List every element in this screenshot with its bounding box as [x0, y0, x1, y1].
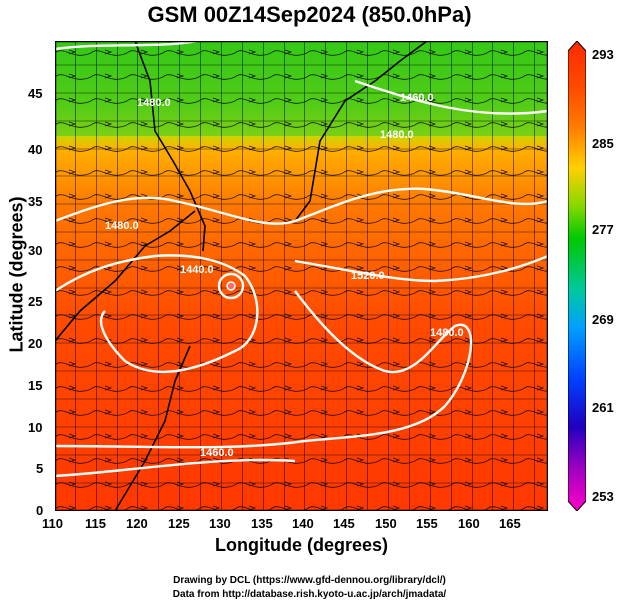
x-tick: 135 [251, 516, 273, 531]
colorbar-tick: 277 [592, 222, 614, 237]
x-tick: 115 [85, 516, 106, 531]
x-tick: 130 [209, 516, 231, 531]
y-tick: 10 [28, 420, 43, 435]
x-tick: 150 [375, 516, 397, 531]
y-tick: 15 [28, 378, 43, 393]
y-tick: 20 [28, 336, 43, 351]
colorbar [568, 41, 586, 511]
y-tick: 5 [36, 461, 44, 476]
map-title: GSM 00Z14Sep2024 (850.0hPa) [147, 2, 472, 27]
contour-label: 1480.0 [105, 220, 139, 232]
weather-map: 1440.0 1460.0 1480.0 1520.0 1480.0 1460.… [55, 41, 548, 511]
credit-line-2: Data from http://database.rish.kyoto-u.a… [172, 589, 447, 600]
x-tick: 145 [333, 516, 355, 531]
contour-label: 1440.0 [180, 264, 214, 276]
contour-label: 1480.0 [137, 97, 171, 109]
y-tick: 35 [28, 194, 43, 209]
colorbar-tick: 269 [592, 312, 614, 327]
x-tick: 120 [126, 516, 148, 531]
contour-label: 1460.0 [200, 447, 234, 459]
contour-label: 1460.0 [400, 92, 434, 104]
streamline-field [55, 41, 548, 511]
y-axis-label: Latitude (degrees) [6, 196, 27, 353]
x-tick: 165 [499, 516, 521, 531]
contour-label: 1480.0 [380, 129, 414, 141]
x-tick: 125 [168, 516, 190, 531]
x-tick: 160 [458, 516, 480, 531]
x-axis-label: Longitude (degrees) [214, 535, 388, 555]
y-tick: 25 [28, 294, 43, 309]
height-contours [55, 41, 548, 478]
x-tick: 110 [42, 516, 63, 531]
x-tick: 140 [292, 516, 314, 531]
y-tick: 45 [28, 86, 43, 101]
x-tick: 155 [416, 516, 438, 531]
y-tick: 40 [28, 142, 43, 157]
credit-line-1: Drawing by DCL (https://www.gfd-dennou.o… [173, 575, 446, 586]
y-tick: 0 [36, 503, 44, 518]
colorbar-tick: 285 [592, 136, 614, 151]
contour-label: 1520.0 [351, 270, 385, 282]
colorbar-tick: 253 [592, 489, 614, 504]
y-tick: 30 [28, 243, 43, 258]
colorbar-tick: 261 [592, 400, 614, 415]
colorbar-tick: 293 [592, 47, 614, 62]
typhoon-center [226, 281, 236, 291]
contour-label: 1480.0 [430, 327, 464, 339]
